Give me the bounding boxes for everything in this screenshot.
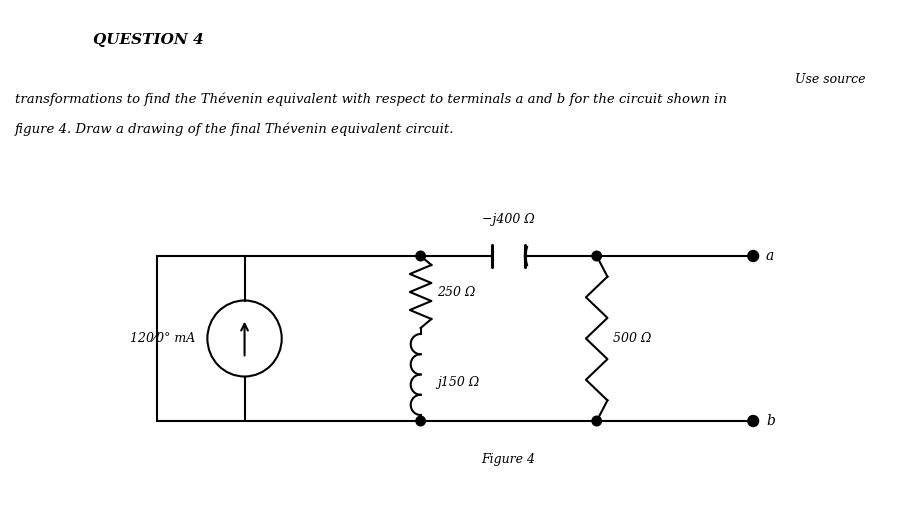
Text: 120⁄0° mA: 120⁄0° mA: [131, 332, 195, 345]
Circle shape: [748, 251, 758, 262]
Text: Use source: Use source: [795, 73, 865, 86]
Text: 250 Ω: 250 Ω: [438, 286, 476, 299]
Text: QUESTION 4: QUESTION 4: [93, 33, 203, 47]
Circle shape: [416, 416, 425, 426]
Text: −j400 Ω: −j400 Ω: [482, 213, 535, 226]
Text: Figure 4: Figure 4: [481, 453, 536, 466]
Text: figure 4. Draw a drawing of the final Thévenin equivalent circuit.: figure 4. Draw a drawing of the final Th…: [15, 123, 454, 137]
Circle shape: [416, 251, 425, 261]
Text: a: a: [766, 249, 775, 263]
Text: b: b: [766, 414, 775, 428]
Circle shape: [748, 416, 758, 427]
Text: j150 Ω: j150 Ω: [438, 376, 479, 389]
Circle shape: [592, 251, 601, 261]
Text: 500 Ω: 500 Ω: [613, 332, 652, 345]
Text: transformations to find the Thévenin equivalent with respect to terminals a and : transformations to find the Thévenin equ…: [15, 93, 726, 106]
Circle shape: [592, 416, 601, 426]
